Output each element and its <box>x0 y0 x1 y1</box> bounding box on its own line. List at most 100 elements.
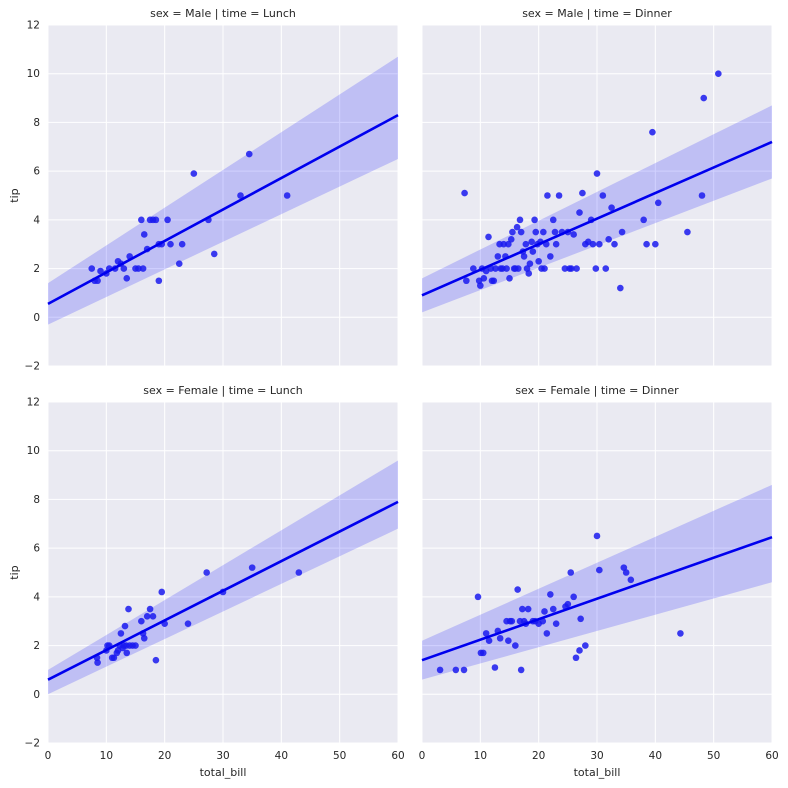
x-tick-label: 20 <box>532 750 545 762</box>
data-point <box>596 240 603 248</box>
data-point <box>531 216 538 224</box>
data-point <box>164 216 171 224</box>
data-point <box>579 189 586 197</box>
data-point <box>677 630 684 637</box>
data-point <box>684 228 691 236</box>
data-point <box>564 600 572 608</box>
data-point <box>526 260 534 268</box>
y-tick-label: 10 <box>27 445 40 457</box>
x-tick-label: 0 <box>419 750 426 762</box>
y-tick-label: 10 <box>27 68 40 80</box>
data-point <box>175 260 183 268</box>
data-point <box>500 240 507 248</box>
data-point <box>522 240 530 248</box>
data-point <box>143 613 151 620</box>
data-point <box>599 192 607 199</box>
confidence-band <box>422 105 772 313</box>
data-point <box>512 642 519 649</box>
regression-line <box>47 113 399 306</box>
x-axis-label: total_bill <box>574 766 621 779</box>
data-point <box>167 240 174 248</box>
data-point <box>123 275 131 282</box>
data-point <box>551 228 559 236</box>
x-tick-label: 50 <box>333 750 346 762</box>
data-point <box>507 236 515 243</box>
data-point <box>146 605 154 613</box>
data-point <box>544 192 551 199</box>
data-point <box>477 282 484 289</box>
data-point <box>138 216 145 224</box>
data-point <box>541 608 548 615</box>
data-point <box>576 647 583 654</box>
data-point <box>490 277 498 285</box>
data-point <box>589 240 597 248</box>
data-point <box>517 666 525 674</box>
data-point <box>640 216 647 224</box>
facet-title: sex = Female | time = Dinner <box>515 384 679 397</box>
data-point <box>576 209 583 216</box>
data-point <box>149 613 157 620</box>
data-point <box>567 569 575 576</box>
data-point <box>528 238 535 246</box>
data-point <box>470 265 477 272</box>
data-point <box>649 128 656 136</box>
data-point <box>561 265 569 272</box>
data-point <box>555 192 563 199</box>
data-point <box>700 94 708 102</box>
data-point <box>608 204 615 211</box>
data-point <box>138 617 145 625</box>
data-point <box>525 270 533 277</box>
y-tick-label: 2 <box>33 640 40 652</box>
y-tick-label: −2 <box>25 361 40 373</box>
data-point <box>532 228 540 236</box>
data-point <box>508 617 516 625</box>
data-point <box>491 664 499 671</box>
data-point <box>602 265 610 272</box>
y-tick-label: 8 <box>33 494 40 506</box>
data-point <box>97 267 104 275</box>
data-point <box>494 253 502 260</box>
data-point <box>140 634 148 642</box>
data-point <box>573 265 580 272</box>
data-point <box>618 228 626 236</box>
data-point <box>549 216 557 224</box>
data-point <box>622 569 630 576</box>
x-tick-label: 0 <box>45 750 52 762</box>
y-tick-label: 0 <box>33 312 40 324</box>
data-point <box>110 654 118 662</box>
data-point <box>485 233 492 241</box>
data-point <box>248 564 256 571</box>
y-tick-label: −2 <box>25 738 40 750</box>
data-point <box>577 615 584 623</box>
data-point <box>152 656 160 664</box>
data-point <box>210 250 218 258</box>
data-point <box>135 265 142 272</box>
facet-title: sex = Male | time = Dinner <box>522 7 672 20</box>
x-tick-label: 10 <box>100 750 113 762</box>
data-point <box>506 275 513 282</box>
regression-line <box>421 535 773 662</box>
x-tick-label: 10 <box>474 750 487 762</box>
data-point <box>496 634 504 642</box>
data-point <box>120 265 128 272</box>
data-point <box>513 223 521 231</box>
x-tick-label: 40 <box>649 750 662 762</box>
data-point <box>123 649 131 657</box>
data-point <box>158 588 166 596</box>
data-point <box>570 593 577 601</box>
data-point <box>543 630 551 637</box>
data-point <box>570 231 577 238</box>
y-tick-label: 12 <box>27 20 40 32</box>
data-point <box>474 593 482 601</box>
data-point <box>549 605 557 613</box>
x-tick-label: 60 <box>765 750 778 762</box>
data-point <box>463 277 470 285</box>
y-tick-label: 0 <box>33 689 40 701</box>
data-point <box>514 586 521 593</box>
data-point <box>547 253 554 260</box>
data-point <box>605 236 612 243</box>
data-point <box>140 231 148 238</box>
regression-line <box>47 500 399 681</box>
data-point <box>460 666 468 674</box>
